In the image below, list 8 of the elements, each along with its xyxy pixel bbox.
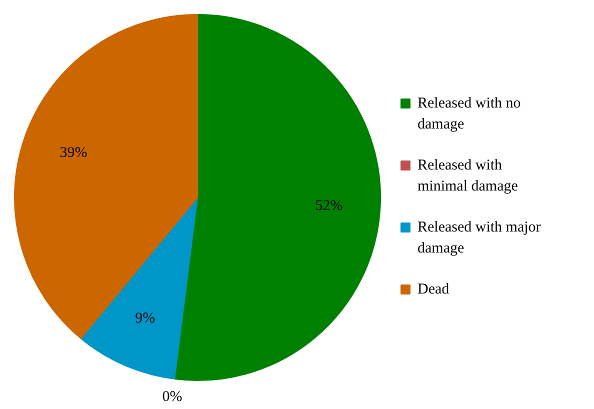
text: 0% bbox=[162, 389, 182, 406]
legend-label: Released with minimal damage bbox=[418, 158, 518, 194]
data-label: 52% bbox=[315, 198, 343, 214]
data-label: 9% bbox=[135, 310, 156, 326]
legend-label: Released with no damage bbox=[418, 96, 521, 132]
legend-label: Released with major damage bbox=[418, 220, 541, 256]
legend-label: Dead bbox=[418, 282, 450, 298]
data-label: 39% bbox=[60, 144, 88, 161]
